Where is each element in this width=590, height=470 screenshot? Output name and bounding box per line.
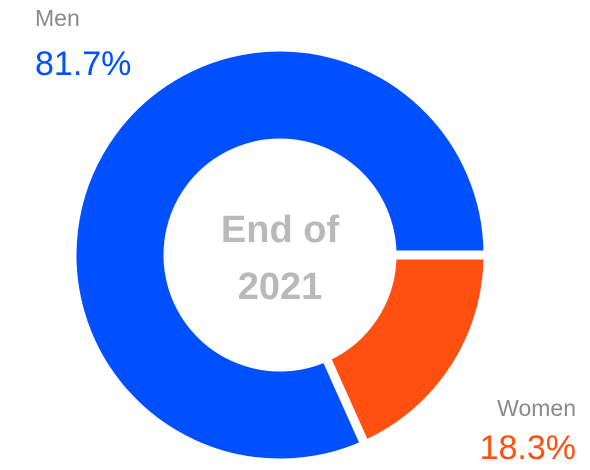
donut-slice: [319, 250, 493, 451]
center-label: End of: [221, 209, 340, 251]
legend-label: Women: [497, 395, 576, 421]
legend-label: Men: [35, 5, 80, 31]
donut-slice: [67, 42, 493, 468]
value-label: 81.7%: [35, 45, 131, 83]
value-label: 18.3%: [480, 429, 576, 467]
center-label: 2021: [238, 266, 323, 308]
